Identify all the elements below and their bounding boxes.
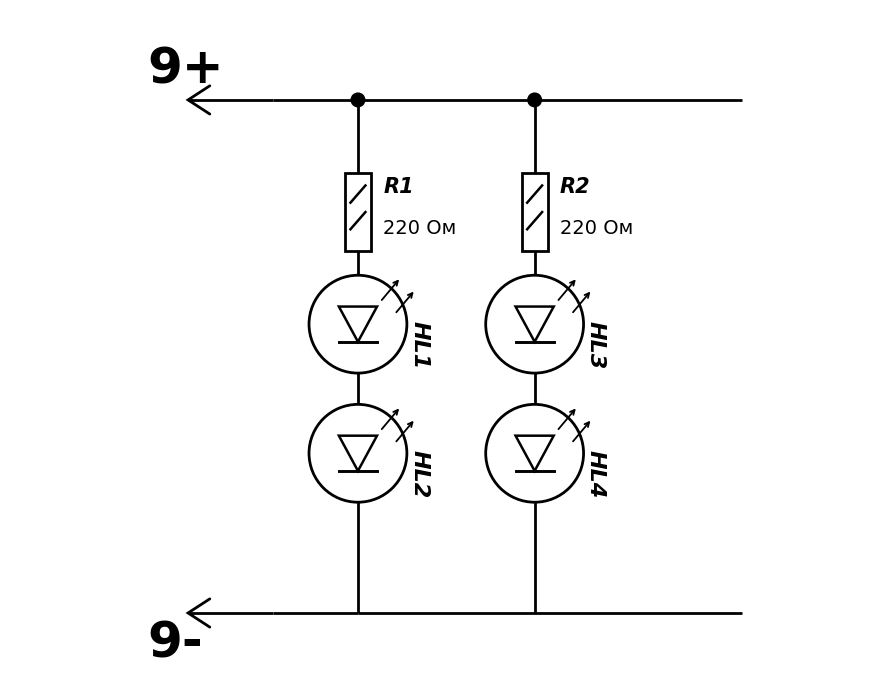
Circle shape bbox=[350, 93, 364, 107]
Polygon shape bbox=[339, 307, 377, 342]
Text: HL3: HL3 bbox=[585, 321, 605, 369]
Text: 220 Ом: 220 Ом bbox=[383, 219, 456, 238]
Text: 9+: 9+ bbox=[148, 45, 224, 93]
Polygon shape bbox=[339, 436, 377, 471]
Text: R1: R1 bbox=[383, 177, 414, 197]
Polygon shape bbox=[515, 307, 553, 342]
Bar bbox=[522, 173, 547, 251]
Circle shape bbox=[309, 404, 407, 502]
Text: HL1: HL1 bbox=[408, 321, 428, 369]
Circle shape bbox=[309, 275, 407, 373]
Text: HL4: HL4 bbox=[585, 450, 605, 498]
Text: 220 Ом: 220 Ом bbox=[559, 219, 632, 238]
Polygon shape bbox=[515, 436, 553, 471]
Text: HL2: HL2 bbox=[408, 450, 428, 498]
Circle shape bbox=[486, 404, 583, 502]
Text: R2: R2 bbox=[559, 177, 590, 197]
Circle shape bbox=[528, 93, 541, 107]
Bar bbox=[345, 173, 371, 251]
Circle shape bbox=[486, 275, 583, 373]
Text: 9-: 9- bbox=[148, 619, 203, 668]
